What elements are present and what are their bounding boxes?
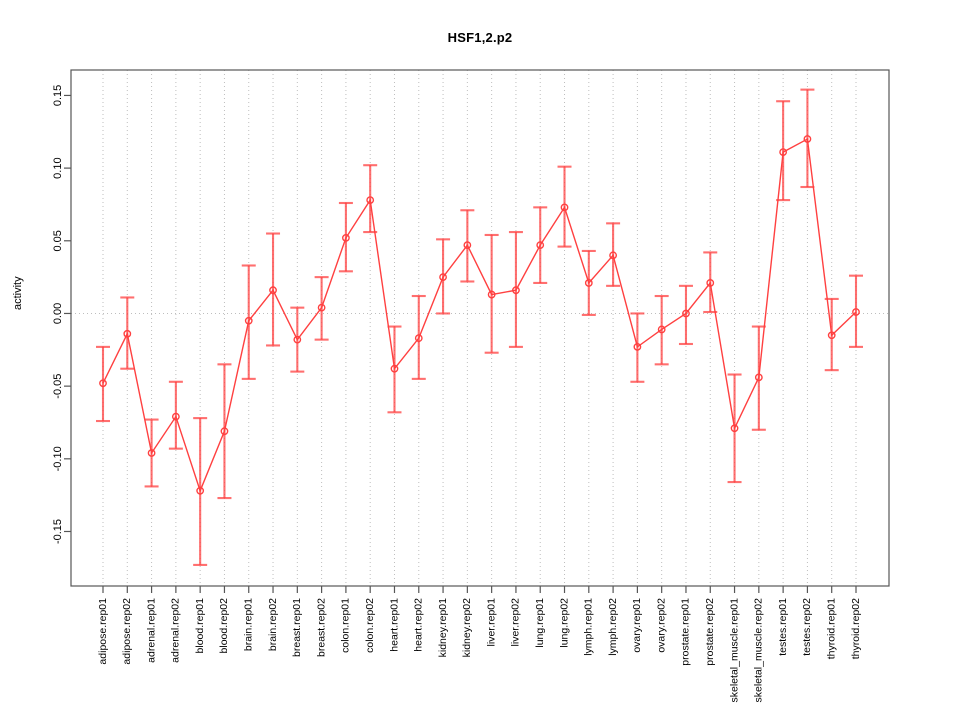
axes-frame: [70, 69, 890, 587]
x-tick-label: prostate.rep01: [680, 598, 692, 666]
data-point-marker: [633, 342, 642, 351]
data-point-marker: [244, 316, 253, 325]
y-tick-label: -0.10: [52, 446, 64, 471]
data-point-marker: [827, 331, 836, 340]
x-tick-label: testes.rep01: [777, 598, 789, 656]
x-tick-label: breast.rep02: [315, 598, 327, 657]
data-point-marker: [414, 334, 423, 343]
x-tick-label: breast.rep01: [291, 598, 303, 657]
x-tick-label: colon.rep02: [364, 598, 376, 653]
data-point-marker: [171, 412, 180, 421]
y-tick-label: -0.05: [52, 374, 64, 399]
x-tick-label: brain.rep02: [267, 598, 279, 651]
data-point-marker: [390, 364, 399, 373]
x-tick-label: adrenal.rep02: [170, 598, 182, 663]
data-point-marker: [584, 279, 593, 287]
data-point-marker: [536, 241, 545, 250]
x-tick-label: lymph.rep01: [583, 598, 595, 656]
x-tick-label: adipose.rep01: [97, 598, 109, 665]
data-point-marker: [487, 290, 496, 299]
data-series: [96, 88, 863, 566]
data-point-marker: [560, 203, 569, 212]
x-tick-label: skeletal_muscle.rep01: [728, 598, 740, 703]
x-tick-label: liver.rep01: [485, 598, 497, 647]
x-tick-label: adrenal.rep01: [145, 598, 157, 663]
x-tick-label: testes.rep02: [801, 598, 813, 656]
x-tick-label: thyroid.rep02: [850, 598, 862, 659]
y-tick-label: 0.10: [52, 157, 64, 178]
series-line: [102, 137, 857, 493]
x-tick-label: lung.rep02: [558, 598, 570, 648]
x-tick-label: kidney.rep02: [461, 598, 473, 658]
chart-title: HSF1,2.p2: [447, 30, 513, 45]
data-point-marker: [269, 286, 277, 295]
x-tick-label: ovary.rep02: [655, 598, 667, 653]
data-point-marker: [512, 286, 520, 295]
data-point-marker: [852, 308, 860, 316]
x-tick-label: thyroid.rep01: [825, 598, 837, 659]
x-tick-label: blood.rep02: [218, 598, 230, 654]
gridlines: [102, 70, 857, 586]
data-point-marker: [99, 379, 107, 388]
y-axis-ticks: -0.15 -0.10 -0.05 0.00 0.05 0.10 0.15: [52, 85, 71, 544]
data-point-marker: [657, 325, 666, 334]
x-tick-label: liver.rep02: [510, 598, 522, 647]
x-tick-label: prostate.rep02: [704, 598, 716, 666]
y-tick-label: 0.15: [52, 85, 64, 106]
data-point-marker: [803, 135, 812, 143]
x-tick-label: heart.rep02: [413, 598, 425, 652]
data-point-marker: [730, 424, 739, 433]
y-tick-label: -0.15: [52, 519, 64, 544]
data-point-marker: [123, 329, 132, 338]
y-tick-label: 0.00: [52, 303, 64, 324]
data-point-marker: [779, 148, 788, 157]
x-axis-ticks: [102, 586, 857, 593]
data-point-marker: [342, 233, 350, 242]
y-tick-label: 0.05: [52, 230, 64, 251]
x-tick-label: lung.rep01: [534, 598, 546, 648]
x-tick-label: brain.rep01: [243, 598, 255, 651]
data-point-marker: [317, 303, 326, 312]
data-point-marker: [682, 309, 690, 318]
data-point-marker: [220, 427, 229, 436]
x-tick-label: heart.rep01: [388, 598, 400, 652]
x-tick-label: blood.rep01: [194, 598, 206, 654]
data-point-marker: [754, 373, 763, 382]
data-point-marker: [706, 279, 715, 287]
data-point-marker: [463, 241, 472, 250]
data-point-marker: [196, 486, 205, 495]
x-tick-label: ovary.rep01: [631, 598, 643, 653]
x-tick-label: skeletal_muscle.rep02: [753, 598, 765, 703]
x-tick-label: kidney.rep01: [437, 598, 449, 658]
data-point-marker: [366, 196, 375, 204]
data-point-marker: [147, 449, 156, 457]
x-axis-tick-labels: adipose.rep01 adipose.rep02 adrenal.rep01 a…: [97, 598, 862, 703]
data-point-marker: [609, 251, 617, 260]
data-point-marker: [293, 335, 302, 344]
data-point-marker: [439, 273, 447, 282]
x-tick-label: colon.rep01: [340, 598, 352, 653]
x-tick-label: adipose.rep02: [121, 598, 133, 665]
x-tick-label: lymph.rep02: [607, 598, 619, 656]
plot-frame: [70, 69, 890, 587]
